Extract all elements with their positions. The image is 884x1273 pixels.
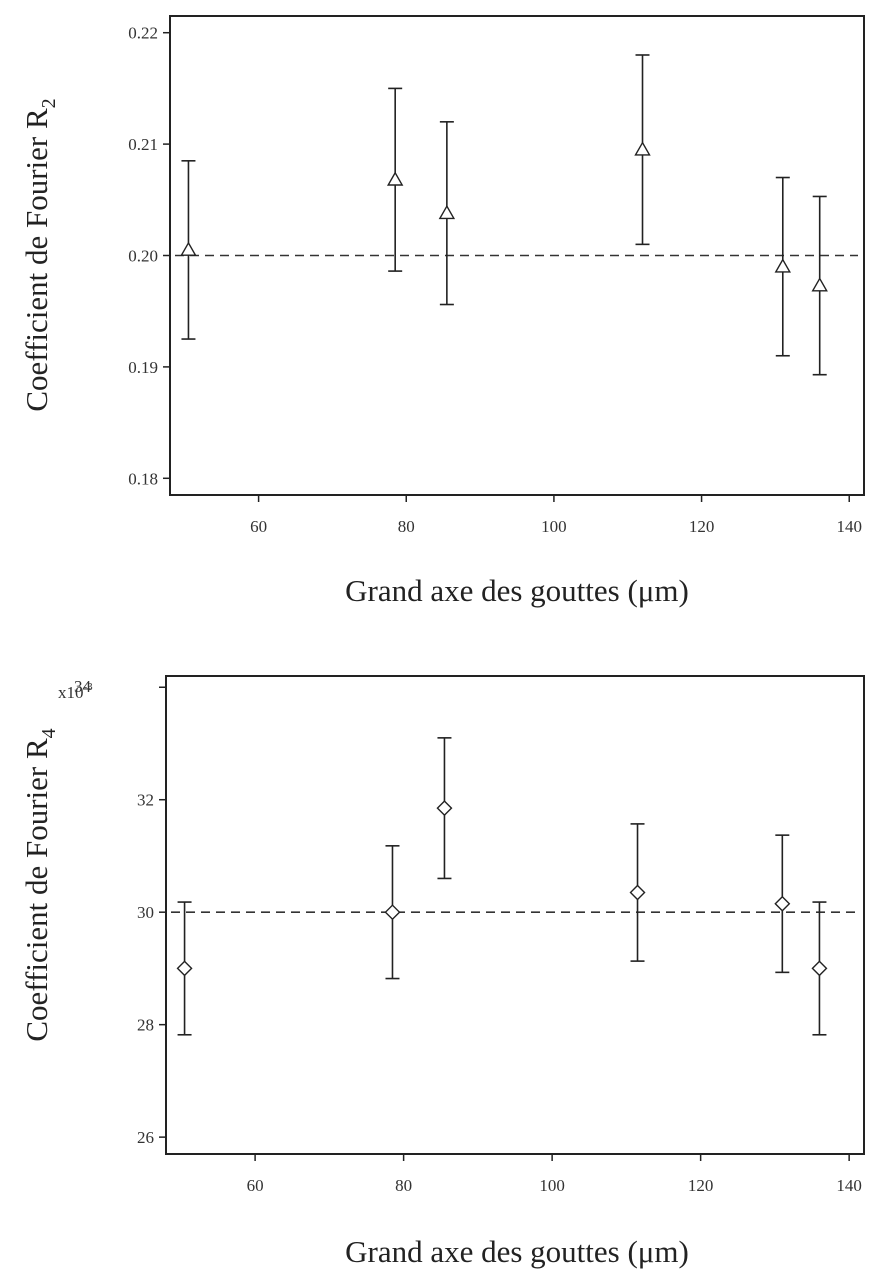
y-tick-label: 0.18	[128, 469, 158, 488]
data-points	[181, 55, 826, 375]
data-point-diamond	[437, 801, 451, 815]
y-axis-title: Coefficient de Fourier R4	[19, 728, 60, 1041]
y-axis-title: Coefficient de Fourier R2	[19, 98, 60, 411]
x-tick-label: 60	[247, 1176, 264, 1195]
y-exponent-power: -3	[84, 681, 94, 693]
y-tick-label: 0.19	[128, 358, 158, 377]
data-point-diamond	[631, 886, 645, 900]
axis-ticks	[159, 687, 849, 1161]
y-exponent-label: x10-3	[58, 681, 93, 702]
x-tick-labels: 60 80 100 120 140	[250, 517, 862, 536]
plot-frame	[166, 676, 864, 1154]
data-point-diamond	[812, 961, 826, 975]
axis-ticks	[163, 33, 849, 502]
data-point-triangle	[440, 206, 454, 218]
data-point-triangle	[776, 260, 790, 272]
y-tick-label: 32	[137, 791, 154, 810]
x-tick-label: 80	[395, 1176, 412, 1195]
x-tick-label: 120	[689, 517, 715, 536]
x-tick-label: 100	[539, 1176, 565, 1195]
data-point-triangle	[813, 279, 827, 291]
y-axis-subscript: 2	[38, 98, 60, 108]
y-tick-labels: 0.18 0.19 0.20 0.21 0.22	[128, 24, 158, 489]
x-tick-label: 140	[836, 517, 862, 536]
y-tick-label: 0.21	[128, 135, 158, 154]
data-point-diamond	[775, 897, 789, 911]
x-axis-title: Grand axe des gouttes (μm)	[345, 1234, 689, 1269]
chart-r2: 0.18 0.19 0.20 0.21 0.22 60 80 100 120 140 Grand…	[19, 16, 864, 608]
x-tick-label: 80	[398, 517, 415, 536]
data-point-triangle	[181, 243, 195, 255]
data-point-triangle	[388, 173, 402, 185]
x-tick-labels: 60 80 100 120 140	[247, 1176, 862, 1195]
x-tick-label: 140	[836, 1176, 862, 1195]
data-points	[178, 738, 827, 1035]
data-point-triangle	[636, 143, 650, 155]
data-point-diamond	[178, 961, 192, 975]
x-tick-label: 120	[688, 1176, 714, 1195]
x-tick-label: 100	[541, 517, 567, 536]
y-tick-label: 0.20	[128, 247, 158, 266]
y-tick-label: 28	[137, 1016, 154, 1035]
x-tick-label: 60	[250, 517, 267, 536]
plot-frame	[170, 16, 864, 495]
y-tick-label: 30	[137, 903, 154, 922]
y-axis-subscript: 4	[38, 728, 60, 738]
y-tick-label: 26	[137, 1128, 154, 1147]
x-axis-title: Grand axe des gouttes (μm)	[345, 573, 689, 608]
data-point-diamond	[385, 905, 399, 919]
y-tick-label: 0.22	[128, 24, 158, 43]
